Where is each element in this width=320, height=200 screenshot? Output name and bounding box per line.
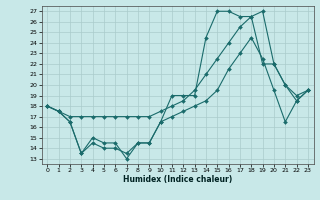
X-axis label: Humidex (Indice chaleur): Humidex (Indice chaleur): [123, 175, 232, 184]
